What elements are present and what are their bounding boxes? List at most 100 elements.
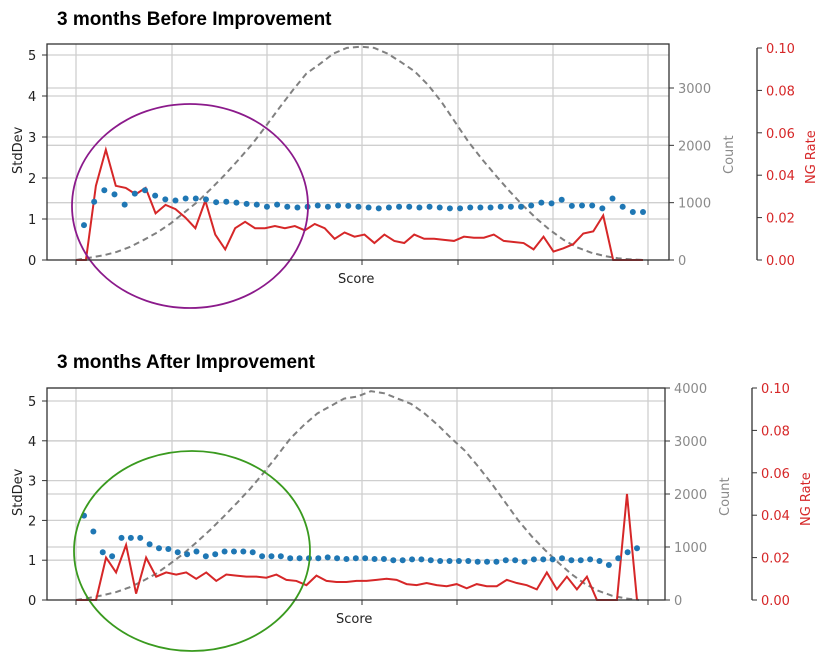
count-line (75, 390, 640, 601)
stddev-point (437, 557, 444, 564)
plot-frame (46, 43, 670, 261)
stddev-point (162, 196, 169, 203)
ng-tick-label: 0.10 (761, 382, 790, 397)
ng-tick-label: 0.04 (766, 169, 795, 184)
stddev-point (121, 201, 128, 208)
stddev-point (521, 558, 528, 565)
stddev-point (528, 202, 535, 209)
ng-axis-label: NG Rate (804, 130, 819, 184)
stddev-point (192, 195, 199, 202)
stddev-point (213, 199, 220, 206)
annotation-ellipse (71, 103, 309, 309)
stddev-point (530, 556, 537, 563)
x-axis-label: Score (338, 272, 374, 287)
stddev-point (315, 555, 322, 562)
stddev-point (355, 203, 362, 210)
stddev-point (109, 553, 116, 560)
stddev-point (253, 201, 260, 208)
y-tick-label: 2 (28, 172, 36, 187)
y-axis-label: StdDev (11, 126, 26, 174)
count-axis-label: Count (722, 135, 737, 174)
stddev-point (243, 200, 250, 207)
stddev-point (287, 555, 294, 562)
stddev-point (165, 546, 172, 553)
ng-tick-label: 0.02 (766, 212, 795, 227)
count-tick-label: 1000 (678, 197, 711, 212)
stddev-point (599, 205, 606, 212)
ng-tick-label: 0.06 (766, 127, 795, 142)
stddev-point (629, 209, 636, 216)
y-tick-label: 0 (28, 254, 36, 269)
stddev-point (152, 192, 159, 199)
stddev-point (589, 202, 596, 209)
stddev-point (127, 534, 134, 541)
count-tick-label: 4000 (674, 382, 707, 397)
stddev-point (375, 205, 382, 212)
stddev-point (371, 556, 378, 563)
stddev-point (549, 556, 556, 563)
stddev-point (131, 190, 138, 197)
stddev-point (221, 548, 228, 555)
stddev-point (81, 222, 87, 229)
ng-tick-label: 0.06 (761, 467, 790, 482)
ng-rate-line (76, 146, 643, 261)
stddev-point (137, 534, 144, 541)
count-tick-label: 2000 (674, 488, 707, 503)
stddev-point (615, 555, 622, 562)
stddev-point (385, 204, 392, 211)
stddev-point (230, 548, 237, 555)
y-tick-label: 4 (28, 435, 36, 450)
stddev-point (477, 204, 484, 211)
stddev-point (409, 556, 416, 563)
ng-rate-line (76, 493, 638, 601)
stddev-point (324, 203, 331, 210)
count-tick-label: 3000 (678, 82, 711, 97)
stddev-point (540, 556, 547, 563)
stddev-point (240, 548, 247, 555)
stddev-point (146, 541, 153, 548)
stddev-point (90, 528, 97, 535)
stddev-point (345, 202, 352, 209)
stddev-point (619, 203, 626, 210)
stddev-point (426, 203, 433, 210)
stddev-point (446, 205, 453, 212)
ng-tick-label: 0.00 (761, 594, 790, 609)
stddev-point (507, 203, 514, 210)
stddev-point (455, 557, 462, 564)
stddev-point (296, 555, 303, 562)
stddev-point (155, 545, 162, 552)
stddev-point (418, 556, 425, 563)
stddev-point (487, 204, 494, 211)
stddev-point (587, 556, 594, 563)
stddev-point (427, 557, 434, 564)
stddev-point (294, 204, 301, 211)
y-tick-label: 2 (28, 514, 36, 529)
stddev-point (538, 199, 545, 206)
stddev-point (184, 551, 191, 558)
stddev-point (467, 204, 474, 211)
stddev-point (111, 191, 118, 198)
stddev-point (284, 203, 291, 210)
stddev-point (497, 203, 504, 210)
chart-title-before: 3 months Before Improvement (57, 9, 332, 30)
y-tick-label: 5 (28, 395, 36, 410)
stddev-point (446, 557, 453, 564)
stddev-point (335, 202, 342, 209)
stddev-point (558, 196, 565, 203)
stddev-point (274, 201, 281, 208)
stddev-point (380, 556, 387, 563)
count-axis-label: Count (718, 477, 733, 516)
count-tick-label: 3000 (674, 435, 707, 450)
stddev-point (91, 198, 98, 205)
stddev-point (518, 203, 525, 210)
stddev-point (390, 557, 397, 564)
ng-tick-label: 0.02 (761, 552, 790, 567)
stddev-point (118, 534, 125, 541)
stddev-point (172, 197, 179, 204)
stddev-point (202, 196, 209, 203)
count-tick-label: 0 (674, 594, 682, 609)
ng-tick-label: 0.00 (766, 254, 795, 269)
y-tick-label: 3 (28, 475, 36, 490)
stddev-point (141, 187, 148, 194)
